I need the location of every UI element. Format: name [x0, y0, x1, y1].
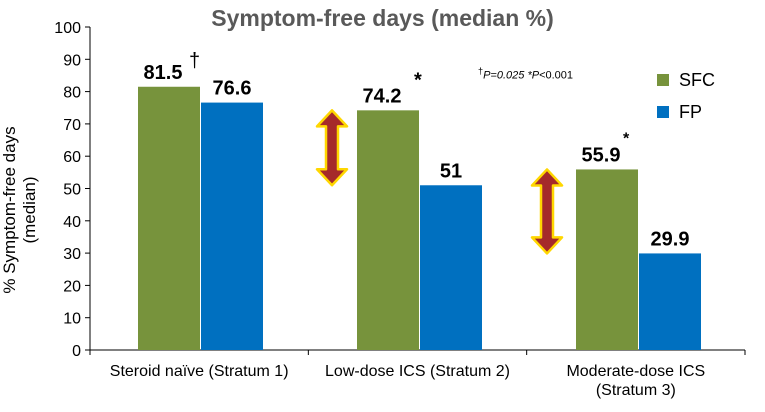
bar-sfc [576, 169, 638, 350]
legend-label-sfc: SFC [679, 69, 715, 90]
chart-title: Symptom-free days (median %) [211, 5, 554, 31]
legend-item-sfc: SFC [657, 64, 715, 96]
legend-item-fp: FP [657, 96, 715, 128]
data-label: 81.5 [144, 62, 183, 84]
legend: SFC FP [657, 64, 715, 128]
difference-arrow-stratum-2 [315, 109, 349, 187]
p-value-note: †P=0.025 *P<0.001 [478, 66, 573, 82]
y-tick-label: 50 [63, 182, 81, 199]
x-tick-label: Moderate-dose ICS [566, 363, 705, 380]
data-label: 51 [440, 160, 462, 182]
x-tick-label: Low-dose ICS (Stratum 2) [325, 363, 510, 380]
bar-fp [639, 253, 701, 350]
significance-marker: † [189, 50, 200, 72]
legend-swatch-fp [657, 106, 669, 118]
x-tick-label: Steroid naïve (Stratum 1) [110, 363, 289, 380]
y-tick-label: 90 [63, 52, 81, 69]
data-label: 29.9 [651, 228, 690, 250]
bar-sfc [357, 110, 419, 350]
bar-fp [201, 102, 263, 350]
p-note-text: P=0.025 * [483, 69, 532, 82]
y-tick-label: 40 [63, 214, 81, 231]
legend-label-fp: FP [679, 101, 703, 122]
p-note-p: P [531, 69, 540, 82]
legend-swatch-sfc [657, 74, 669, 86]
y-tick-label: 70 [63, 117, 81, 134]
y-tick-label: 10 [63, 311, 81, 328]
bar-fp [420, 185, 482, 350]
data-label: 74.2 [363, 85, 402, 107]
data-label: 76.6 [213, 78, 252, 100]
y-tick-label: 0 [72, 343, 81, 360]
y-tick-label: 20 [63, 278, 81, 295]
bar-sfc [138, 86, 200, 350]
p-note-dagger: † [478, 66, 484, 76]
p-note-end: <0.001 [539, 69, 574, 82]
significance-marker: * [414, 69, 422, 91]
y-tick-label: 100 [54, 20, 81, 37]
difference-arrow-stratum-3 [530, 168, 564, 255]
data-label: 55.9 [582, 144, 621, 166]
significance-marker: * [623, 130, 630, 147]
y-tick-label: 80 [63, 85, 81, 102]
y-tick-label: 60 [63, 149, 81, 166]
y-tick-label: 30 [63, 246, 81, 263]
x-tick-label: (Stratum 3) [596, 382, 676, 399]
